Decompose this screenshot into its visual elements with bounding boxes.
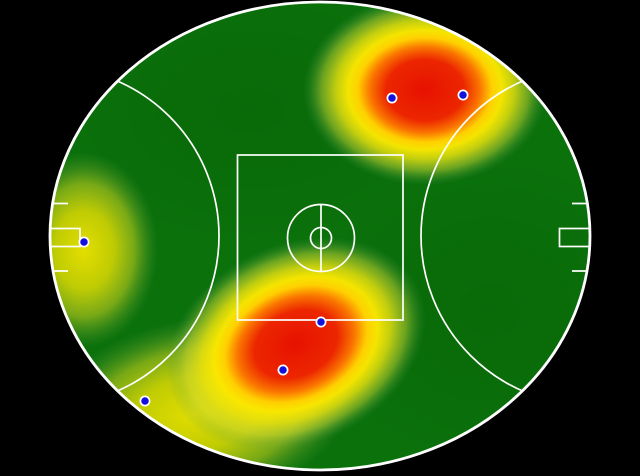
data-point-2: [457, 89, 469, 101]
heat-bottom-center: [166, 236, 426, 452]
heat-left-goal: [50, 152, 158, 348]
fifty-metre-arc-right: [420, 66, 590, 406]
data-point-3: [78, 236, 90, 248]
data-points: [78, 89, 469, 407]
data-point-4: [315, 316, 327, 328]
fifty-metre-arc-left: [50, 66, 220, 406]
data-point-1: [386, 92, 398, 104]
goal-square-left: [50, 227, 81, 248]
data-point-6: [139, 395, 151, 407]
boundary-line: [48, 0, 592, 472]
data-point-5: [277, 364, 289, 376]
goal-square-right: [558, 227, 590, 248]
